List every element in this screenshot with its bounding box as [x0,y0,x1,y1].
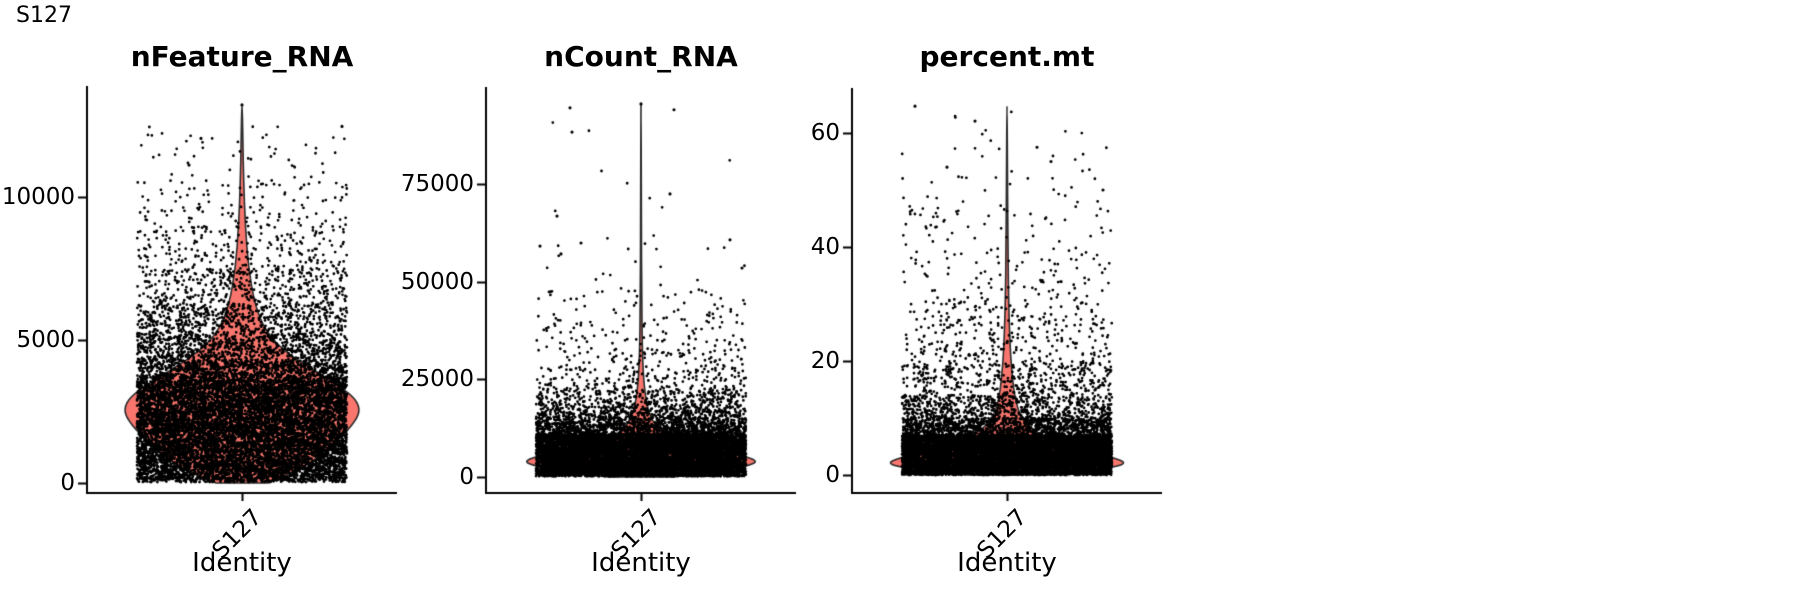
y-tick-label: 25000 [400,366,474,392]
y-tick-label: 50000 [400,269,474,295]
x-axis-title-identity: Identity [591,548,691,578]
y-tick-label: 0 [459,464,474,490]
y-tick-label: 60 [810,120,840,146]
y-tick-label: 20 [810,348,840,374]
figure-title: S127 [16,3,72,28]
y-tick-label: 40 [810,234,840,260]
x-axis-title-identity: Identity [192,548,292,578]
x-axis-title-identity: Identity [957,548,1057,578]
y-tick-label: 0 [825,462,840,488]
y-tick-label: 5000 [16,327,75,353]
panel-title-nfeature-rna: nFeature_RNA [130,40,354,73]
y-tick-label: 10000 [1,184,75,210]
y-tick-label: 75000 [400,171,474,197]
panel-title-percent-mt: percent.mt [919,40,1095,73]
panel-title-ncount-rna: nCount_RNA [544,40,738,73]
y-tick-label: 0 [60,470,75,496]
